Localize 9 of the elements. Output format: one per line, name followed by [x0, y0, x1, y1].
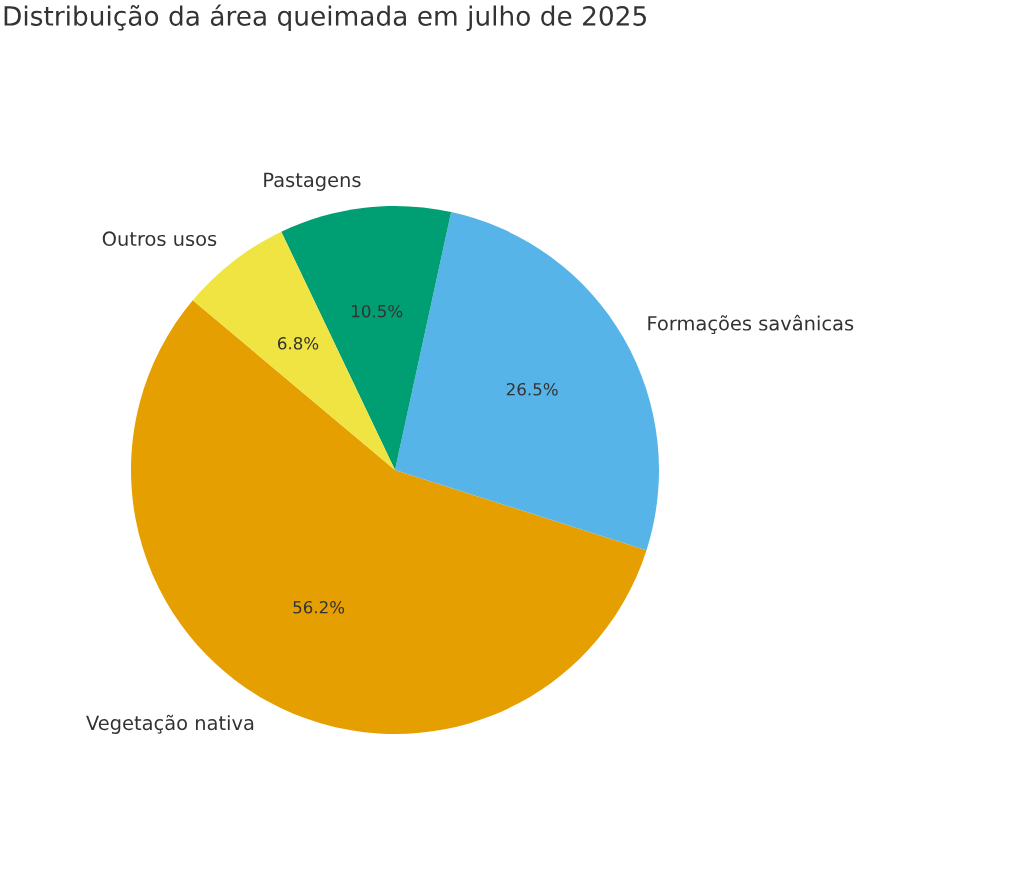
slice-label: Pastagens — [264, 172, 361, 191]
data-label: 56.2% — [293, 600, 345, 614]
data-label: 6.8% — [278, 337, 319, 350]
chart-title: Distribuição da área queimada em julho de 2025 — [4, 4, 646, 32]
slice-label: Vegetação nativa — [86, 714, 254, 734]
slice-label: Outros usos — [102, 231, 217, 247]
data-label: 26.5% — [506, 382, 558, 396]
data-label: 10.5% — [352, 304, 403, 318]
slice-label: Formações savânicas — [648, 314, 854, 335]
